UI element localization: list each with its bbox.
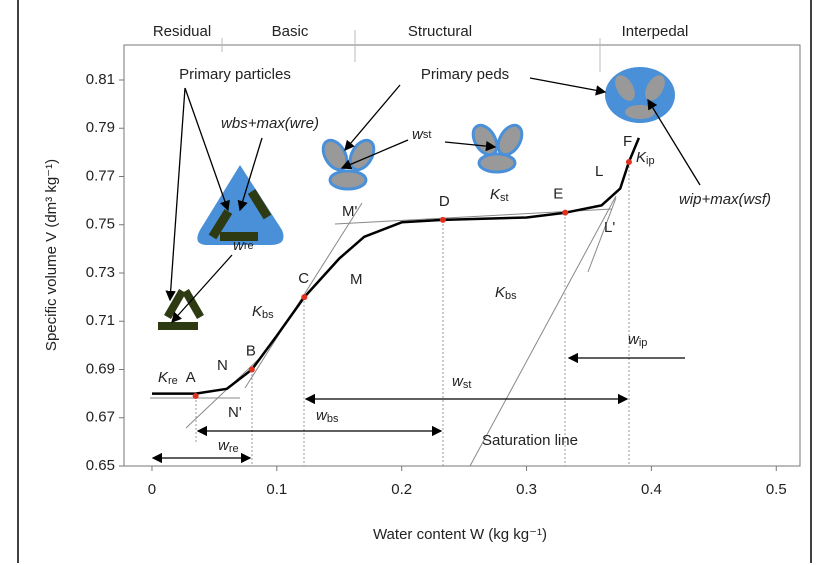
region-label: Structural (408, 23, 472, 40)
y-tick-label: 0.69 (86, 360, 115, 377)
key-point (193, 393, 199, 399)
point-label: D (439, 193, 450, 210)
particle-icon-small (158, 289, 204, 330)
ped-icon (468, 121, 526, 172)
key-point (626, 159, 632, 165)
annotation: wre (218, 437, 239, 455)
point-label: A (186, 369, 196, 386)
region-label: Residual (153, 23, 211, 40)
y-tick-label: 0.65 (86, 457, 115, 474)
region-label: Interpedal (622, 23, 689, 40)
y-tick-label: 0.77 (86, 167, 115, 184)
annotation: wbs (316, 407, 339, 425)
point-label: C (298, 270, 309, 287)
point-label: F (623, 133, 632, 150)
particle-icon (197, 165, 283, 245)
x-tick-label: 0.3 (516, 481, 537, 498)
key-point (440, 217, 446, 223)
x-tick-label: 0.5 (766, 481, 787, 498)
key-point (562, 210, 568, 216)
y-tick-label: 0.75 (86, 216, 115, 233)
saturation-line (470, 196, 616, 466)
ped-icon (318, 136, 378, 189)
x-tick-label: 0.2 (391, 481, 412, 498)
annotation: Kbs (252, 303, 274, 321)
annotation: Kip (636, 149, 655, 167)
annotation: M (350, 271, 363, 288)
annotation: wst (412, 126, 431, 143)
curve (152, 138, 639, 394)
y-tick-label: 0.79 (86, 119, 115, 136)
annotation: wip (628, 331, 647, 349)
chart: Residual Basic Structural Interpedal (0, 0, 821, 565)
annotation: Primary particles (179, 66, 291, 83)
key-point (301, 294, 307, 300)
annotation: wst (452, 373, 471, 391)
annotation: L (595, 163, 603, 180)
plot-frame (124, 45, 800, 466)
y-tick-label: 0.67 (86, 409, 115, 426)
x-tick-label: 0.1 (266, 481, 287, 498)
x-tick-label: 0.4 (641, 481, 662, 498)
annotation: M' (342, 203, 357, 220)
annotation: N' (228, 404, 242, 421)
y-tick-label: 0.73 (86, 264, 115, 281)
ped-icon-aggregate (605, 67, 675, 123)
x-axis-label: Water content W (kg kg⁻¹) (373, 526, 547, 543)
y-axis-label: Specific volume V (dm³ kg⁻¹) (43, 159, 60, 351)
annotation: Kbs (495, 284, 517, 302)
y-tick-label: 0.71 (86, 312, 115, 329)
annotation: N (217, 357, 228, 374)
annotation: L' (604, 219, 615, 236)
region-label: Basic (272, 23, 309, 40)
annotation: Saturation line (482, 432, 578, 449)
point-label: B (246, 342, 256, 359)
annotation: Kre (158, 369, 178, 387)
y-tick-label: 0.81 (86, 71, 115, 88)
point-label: E (553, 186, 563, 203)
annotation: wip+max(wsf) (679, 191, 771, 208)
annotation: Kst (490, 186, 509, 204)
annotation: Primary peds (421, 66, 509, 83)
annotation: wbs+max(wre) (221, 115, 319, 132)
key-point (249, 366, 255, 372)
annotation: wre (233, 237, 254, 254)
x-tick-label: 0 (148, 481, 156, 498)
